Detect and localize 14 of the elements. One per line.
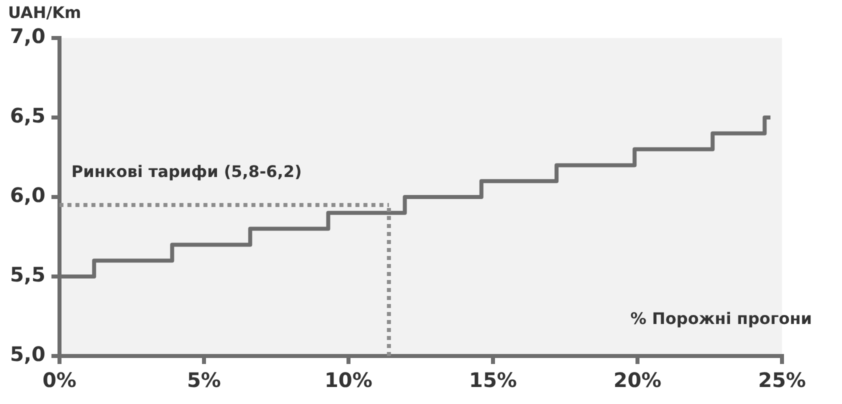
y-axis-title: UAH/Km bbox=[8, 3, 82, 22]
ref-line-label: Ринкові тарифи (5,8-6,2) bbox=[71, 162, 302, 182]
y-tick-label: 6,0 bbox=[10, 183, 46, 208]
x-tick-label: 25% bbox=[758, 368, 806, 392]
x-tick-label: 0% bbox=[42, 368, 76, 392]
y-tick-label: 5,5 bbox=[10, 262, 46, 287]
x-tick-label: 15% bbox=[469, 368, 517, 392]
y-tick-label: 7,0 bbox=[10, 24, 46, 48]
x-tick-label: 5% bbox=[186, 368, 221, 392]
x-tick-label: 10% bbox=[324, 368, 372, 392]
y-tick-label: 6,5 bbox=[10, 104, 46, 128]
y-tick-label: 5,0 bbox=[10, 342, 46, 366]
x-axis-title: % Порожні прогони bbox=[630, 309, 812, 328]
x-tick-label: 20% bbox=[614, 368, 662, 392]
